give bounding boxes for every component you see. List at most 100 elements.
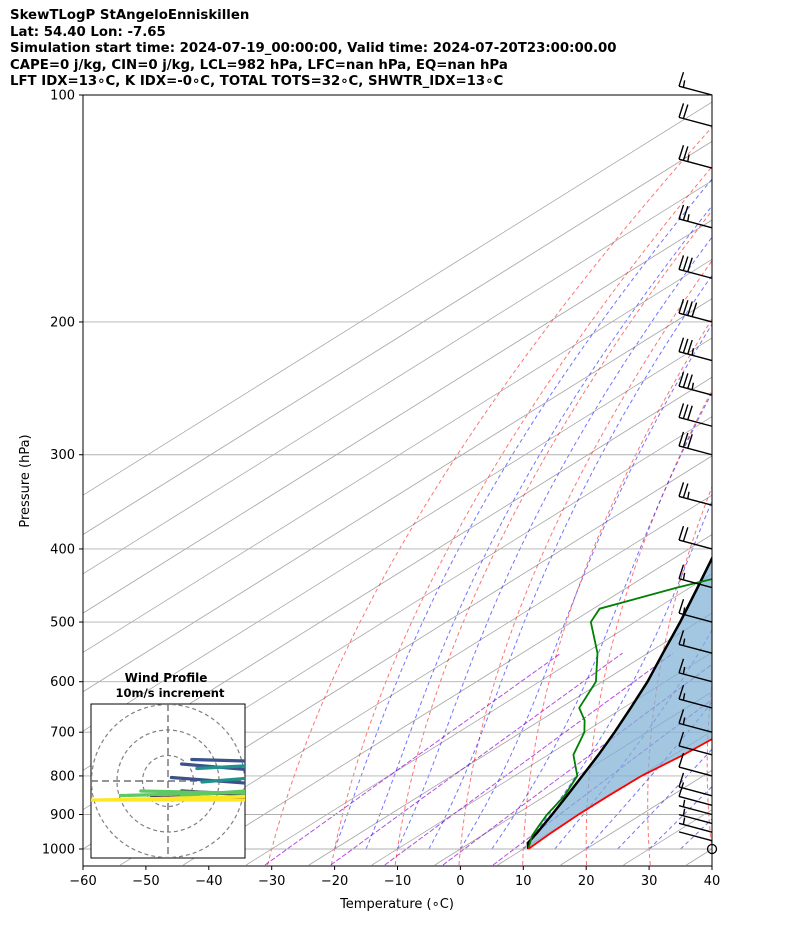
wind-barb-flag: [687, 257, 693, 272]
y-tick-label: 500: [50, 616, 75, 631]
isotherm-line: [83, 455, 712, 850]
inset-title: Wind Profile: [125, 671, 208, 685]
parcel-profile-line: [526, 555, 712, 850]
x-tick-label: 10: [515, 874, 532, 889]
isotherm-line: [83, 258, 712, 653]
wind-barb-flag: [682, 404, 689, 419]
isotherm-line: [749, 95, 794, 865]
moist-adiabat-line: [617, 748, 712, 850]
x-tick-label: 0: [456, 874, 464, 889]
x-tick-label: 30: [641, 874, 658, 889]
dry-adiabat-line: [585, 389, 712, 866]
cape-area: [527, 558, 712, 849]
wind-barb-half-flag: [687, 491, 690, 499]
wind-barb-shaft: [678, 698, 713, 709]
y-axis-label: Pressure (hPa): [18, 434, 33, 527]
wind-barb-flag: [678, 564, 685, 579]
dry-adiabat-line: [330, 165, 712, 866]
x-tick-label: 40: [704, 874, 721, 889]
wind-barb-shaft: [678, 385, 713, 396]
moist-adiabat-lines: [334, 178, 712, 850]
wind-barb-flag: [687, 434, 693, 449]
isotherm-line: [308, 612, 712, 866]
simulation-time-line: Simulation start time: 2024-07-19_00:00:…: [10, 41, 617, 56]
wind-barb-shaft: [678, 643, 713, 654]
x-tick-label: −10: [384, 874, 411, 889]
isotherm-line: [83, 337, 712, 732]
wind-barbs: [678, 71, 718, 855]
chart-title: SkewTLogP StAngeloEnniskillen: [10, 8, 250, 23]
wind-barb-flag: [682, 146, 689, 161]
dry-adiabat-line: [394, 209, 712, 866]
wind-barb-shaft: [678, 745, 713, 756]
wind-barb-flag: [678, 782, 685, 797]
dry-adiabat-line: [458, 259, 712, 866]
y-tick-label: 600: [50, 675, 75, 690]
isotherm-line: [371, 651, 712, 866]
wind-barb-shaft: [678, 831, 713, 842]
x-tick-label: 20: [578, 874, 595, 889]
wind-barb-flag: [678, 431, 685, 447]
wind-barb-half-flag: [682, 666, 686, 675]
wind-barb-flag: [682, 104, 689, 119]
isotherm-line: [83, 101, 712, 496]
wind-barb-flag: [682, 483, 689, 498]
y-tick-label: 700: [50, 726, 75, 741]
wind-barb-shaft: [678, 578, 713, 589]
isotherm-line: [83, 140, 712, 535]
wind-barb-flag: [678, 658, 685, 674]
wind-barb-shaft: [678, 495, 713, 506]
wind-barb-shaft: [678, 218, 713, 229]
isotherm-line: [245, 573, 712, 866]
wind-barb-shaft: [678, 813, 713, 825]
hodograph: [91, 704, 245, 858]
wind-barb-flag: [678, 482, 685, 497]
y-tick-label: 1000: [42, 843, 75, 858]
wind-barb-flag: [682, 300, 689, 315]
wind-barb-flag: [678, 71, 685, 87]
isotherm-line: [686, 848, 712, 866]
isotherm-line: [83, 180, 712, 575]
inset-subtitle: 10m/s increment: [116, 686, 225, 700]
profile-lines: [526, 555, 712, 850]
moist-adiabat-line: [585, 701, 712, 850]
wind-barb-half-flag: [682, 607, 686, 615]
wind-barb-flag: [678, 298, 685, 314]
isotherm-line: [83, 298, 712, 693]
isotherm-line: [83, 219, 712, 614]
moist-adiabat-line: [428, 274, 712, 850]
wind-barb-shaft: [678, 416, 713, 427]
x-tick-label: −20: [321, 874, 348, 889]
wind-barb-flag: [678, 630, 685, 645]
wind-barb-flag: [682, 256, 689, 271]
indices-line: LFT IDX=13∘C, K IDX=-0∘C, TOTAL TOTS=32∘…: [10, 74, 504, 89]
y-axis-ticks: 1000 900 800 700 600 500 400 300 200 100: [42, 89, 83, 858]
wind-barb-flag: [678, 103, 685, 118]
wind-barb-half-flag: [691, 382, 695, 390]
moist-adiabat-line: [365, 205, 712, 850]
wind-barb-flag: [678, 145, 685, 160]
wind-barb-flag: [682, 432, 689, 448]
wind-barb-half-flag: [682, 717, 686, 725]
wind-barb-flag: [678, 204, 685, 220]
wind-barb-half-flag: [682, 80, 686, 88]
dry-adiabat-line: [522, 318, 712, 866]
location-line: Lat: 54.40 Lon: -7.65: [10, 24, 166, 40]
wind-barb-flag: [687, 339, 693, 355]
hodograph-segment: [195, 764, 245, 771]
wind-barb-flag: [678, 371, 685, 387]
wind-barb-flag: [678, 684, 685, 700]
wind-barb-shaft: [678, 795, 713, 806]
y-tick-label: 900: [50, 808, 75, 823]
chart-header: SkewTLogP StAngeloEnniskillen Lat: 54.40…: [10, 8, 617, 91]
wind-barb-shaft: [678, 158, 713, 169]
hodograph-segment: [180, 762, 245, 772]
hodograph-segment: [200, 776, 245, 784]
wind-barb-flag: [678, 255, 685, 270]
isotherm-line: [120, 494, 712, 866]
cape-line: CAPE=0 j/kg, CIN=0 j/kg, LCL=982 hPa, LF…: [10, 57, 508, 73]
wind-barb-flag: [678, 772, 685, 788]
wind-barb-shaft: [678, 85, 713, 96]
x-axis-label: Temperature (∘C): [339, 897, 454, 912]
